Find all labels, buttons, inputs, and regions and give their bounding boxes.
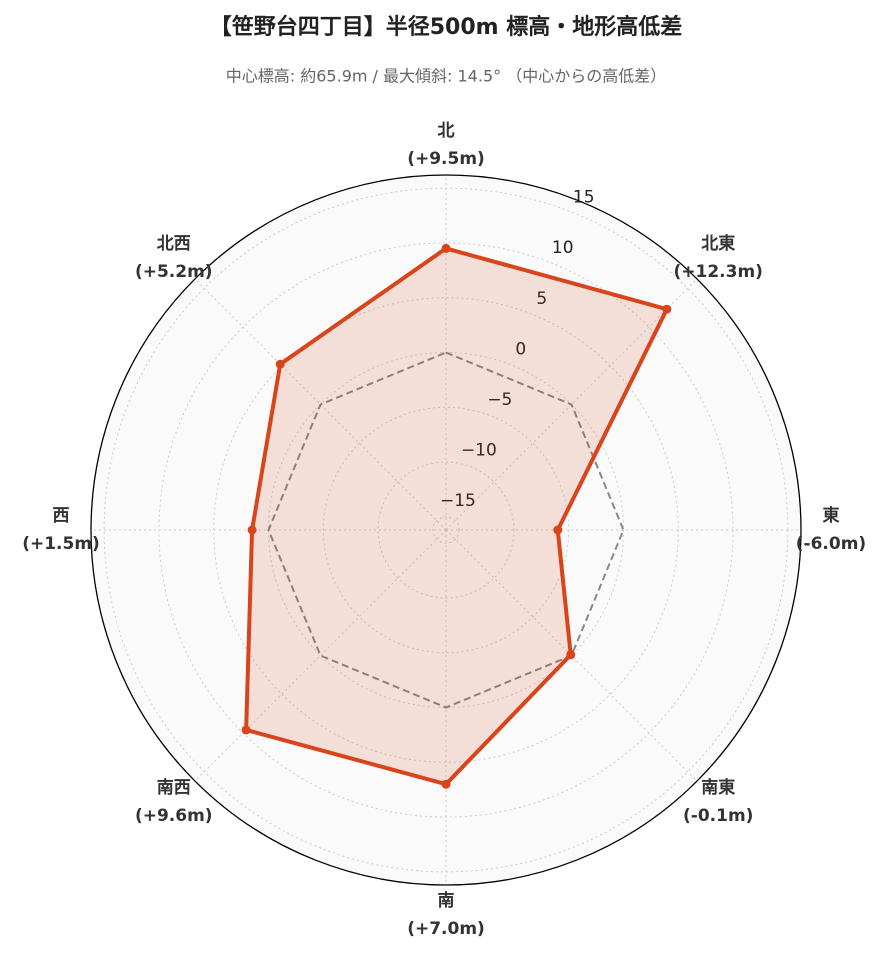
point: [553, 525, 563, 535]
reference-line: [267, 351, 625, 709]
value-label: (+12.3m): [674, 262, 763, 282]
r-tick-label: 5: [536, 289, 547, 309]
category-label: 東: [823, 505, 840, 526]
value-label: (+9.5m): [407, 149, 485, 169]
r-tick-label: 10: [552, 238, 574, 258]
value-label: (-6.0m): [796, 534, 866, 554]
spoke: [194, 529, 447, 782]
spoke: [194, 278, 447, 531]
area: [246, 248, 667, 785]
grid-circle: [432, 516, 460, 544]
point: [247, 525, 257, 535]
grid-circle: [103, 187, 789, 873]
grid-circle: [377, 461, 515, 599]
point: [662, 304, 672, 314]
point: [441, 243, 451, 253]
point: [241, 725, 251, 735]
spoke: [445, 278, 698, 531]
r-tick-label: −15: [440, 491, 476, 511]
value-label: (+9.6m): [135, 806, 213, 826]
category-label: 北西: [157, 234, 191, 254]
point: [441, 779, 451, 789]
chart-title: 【笹野台四丁目】半径500m 標高・地形高低差: [210, 14, 683, 40]
value-label: (-0.1m): [683, 806, 753, 826]
grid-circle: [322, 406, 570, 654]
point: [566, 650, 576, 660]
grid-circle: [158, 242, 734, 818]
r-tick-label: −5: [487, 390, 512, 410]
value-label: (+1.5m): [22, 534, 100, 554]
category-label: 北東: [701, 233, 735, 254]
r-tick-label: 0: [515, 339, 526, 359]
category-label: 南東: [701, 777, 735, 798]
r-tick-label: −10: [461, 441, 497, 461]
category-label: 南西: [157, 777, 191, 798]
point: [275, 359, 285, 369]
value-label: (+7.0m): [407, 919, 485, 939]
grid-circle: [213, 297, 679, 763]
category-label: 北: [438, 121, 455, 141]
value-label: (+5.2m): [135, 262, 213, 282]
chart-subtitle: 中心標高: 約65.9m / 最大傾斜: 14.5° （中心からの高低差）: [226, 67, 666, 86]
category-label: 西: [53, 506, 70, 526]
spoke: [445, 529, 698, 782]
r-tick-label: 15: [573, 188, 595, 208]
category-label: 南: [438, 890, 455, 911]
outer-frame: [90, 174, 802, 886]
